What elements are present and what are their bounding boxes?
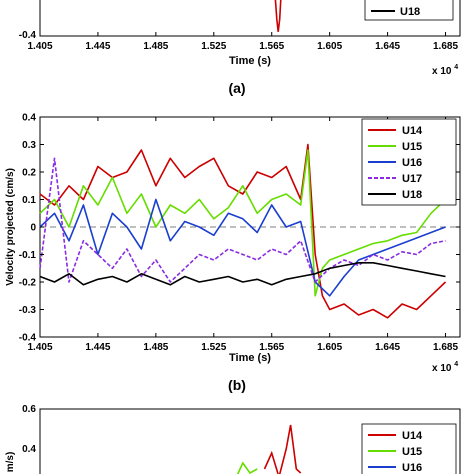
x-axis-label-a: Time (s) — [229, 55, 271, 67]
y-tick-c-1: 0.4 — [22, 444, 36, 455]
legend-b-label-u18: U18 — [402, 189, 422, 201]
legend-c-label-u16: U16 — [402, 462, 422, 474]
panel-b-y-ticks: -0.4 -0.3 -0.2 -0.1 0 0.1 0.2 0.3 0.4 — [19, 113, 460, 344]
caption-a: (a) — [228, 80, 245, 96]
caption-b: (b) — [228, 377, 246, 393]
series-line-u16 — [39, 198, 446, 297]
panel-a-frame — [39, 0, 461, 37]
x-multiplier-a-base: x 10 — [432, 66, 452, 77]
x-tick-label-a: 1.605 — [317, 41, 342, 52]
panel-c-series-u14 — [263, 424, 302, 474]
y-axis-label-b: Velocity projected (cm/s) — [5, 168, 16, 286]
panel-c-frame — [39, 408, 461, 474]
y-tick-label-b: -0.1 — [19, 250, 37, 261]
panel-c-marks — [236, 424, 302, 474]
legend-c-box — [361, 423, 457, 474]
y-tick-label-b: 0.4 — [22, 113, 36, 124]
y-tick-label-b: 0.1 — [22, 195, 36, 206]
panel-c-series-u15 — [236, 461, 258, 474]
y-tick-label-b: -0.2 — [19, 278, 37, 289]
panel-a-x-ticks: 1.405 1.445 1.485 1.525 1.565 1.605 1.645 1.685 — [27, 32, 458, 52]
panel-b-series — [39, 143, 454, 319]
x-tick-label-b: 1.645 — [375, 342, 400, 353]
x-tick-label-b: 1.525 — [201, 342, 226, 353]
x-multiplier-b-exp: 4 — [454, 361, 458, 368]
x-tick-label-a: 1.485 — [143, 41, 168, 52]
series-line-u17 — [39, 157, 446, 283]
x-tick-label-a: 1.445 — [85, 41, 110, 52]
y-tick-label-b: 0.3 — [22, 140, 36, 151]
x-tick-label-a: 1.405 — [27, 41, 52, 52]
x-tick-label-a: 1.685 — [433, 41, 458, 52]
panel-a: U18 -0.4 1.405 1.445 1.485 1.525 1.565 1.605 1… — [19, 0, 461, 96]
legend-a-label-u18: U18 — [400, 6, 420, 18]
series-line-u18 — [39, 261, 446, 286]
legend-b-label-u15: U15 — [402, 141, 422, 153]
x-tick-label-a: 1.525 — [201, 41, 226, 52]
panel-c: 0.6 0.4 m/s) U14 U15 U16 — [5, 404, 461, 474]
panel-b: -0.4 -0.3 -0.2 -0.1 0 0.1 0.2 0.3 0.4 1.405 1.445… — [5, 113, 461, 393]
x-tick-label-a: 1.645 — [375, 41, 400, 52]
x-tick-label-a: 1.565 — [259, 41, 284, 52]
x-tick-label-b: 1.485 — [143, 342, 168, 353]
legend-b-label-u17: U17 — [402, 173, 422, 185]
panel-b-x-ticks: 1.405 1.445 1.485 1.525 1.565 1.605 1.645 1.685 — [27, 117, 458, 353]
legend-b-label-u14: U14 — [402, 125, 423, 137]
y-tick-label-b: 0.2 — [22, 168, 36, 179]
x-tick-label-b: 1.685 — [433, 342, 458, 353]
x-axis-label-b: Time (s) — [229, 352, 271, 364]
y-tick-c-0: 0.6 — [22, 404, 36, 415]
legend-b-label-u16: U16 — [402, 157, 422, 169]
x-multiplier-a: x 10 4 — [432, 64, 458, 77]
y-tick-label-b: 0 — [30, 223, 36, 234]
y-axis-label-c: m/s) — [5, 452, 16, 473]
x-multiplier-a-exp: 4 — [454, 64, 458, 71]
x-multiplier-b: x 10 4 — [432, 361, 458, 374]
panel-a-series-u14 — [274, 0, 282, 32]
legend-b: U14 U15 U16 U17 U18 — [361, 118, 457, 206]
legend-c: U14 U15 U16 — [361, 423, 457, 474]
x-multiplier-b-base: x 10 — [432, 363, 452, 374]
y-tick-label-b: -0.4 — [19, 333, 37, 344]
panel-a-marks — [274, 0, 282, 32]
x-tick-label-b: 1.405 — [27, 342, 52, 353]
legend-c-label-u14: U14 — [402, 430, 423, 442]
legend-c-label-u15: U15 — [402, 446, 422, 458]
legend-a-box — [364, 0, 454, 21]
x-tick-label-b: 1.445 — [85, 342, 110, 353]
x-tick-label-b: 1.605 — [317, 342, 342, 353]
y-tick-label-b: -0.3 — [19, 305, 37, 316]
series-line-u15 — [39, 149, 454, 297]
y-tick-a-0: -0.4 — [19, 30, 37, 41]
x-tick-label-b: 1.565 — [259, 342, 284, 353]
